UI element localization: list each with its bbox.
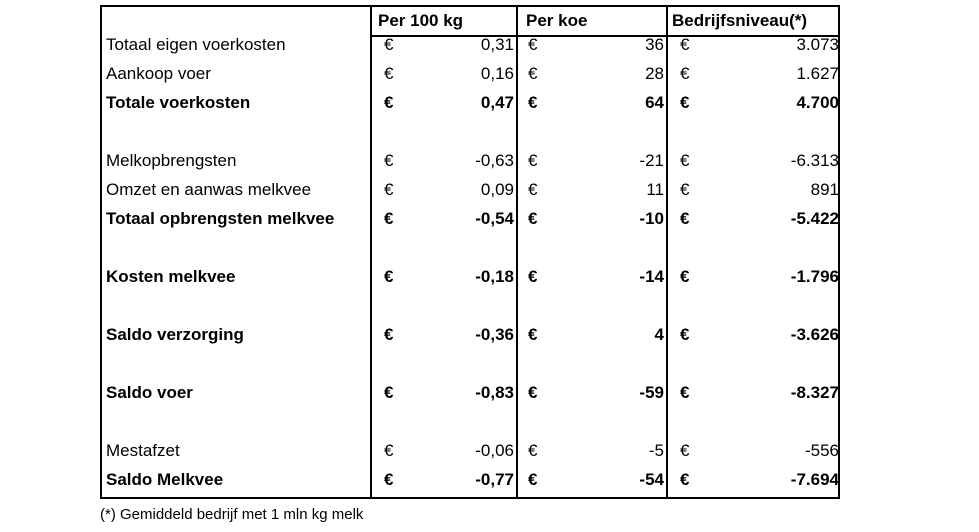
currency-symbol: € bbox=[680, 383, 690, 402]
value-per-koe: 36 bbox=[645, 35, 664, 54]
row-label: Totaal opbrengsten melkvee bbox=[106, 209, 335, 228]
currency-symbol: € bbox=[680, 64, 690, 83]
value-bedrijfsniveau: -6.313 bbox=[790, 151, 839, 170]
value-per-koe: -14 bbox=[639, 267, 664, 286]
currency-symbol: € bbox=[384, 209, 394, 228]
header-divider bbox=[370, 35, 838, 37]
value-bedrijfsniveau: -8.327 bbox=[790, 383, 839, 402]
value-per-koe: -21 bbox=[639, 151, 664, 170]
currency-symbol: € bbox=[528, 441, 538, 460]
table-row: Saldo Melkvee € -0,77 € -54 € -7.694 bbox=[102, 466, 839, 494]
value-bedrijfsniveau: -7.694 bbox=[790, 470, 839, 489]
row-label: Melkopbrengsten bbox=[106, 151, 237, 170]
currency-symbol: € bbox=[528, 267, 538, 286]
table-row: Totaal eigen voerkosten €0,31 €36 €3.073 bbox=[102, 31, 839, 59]
value-per-koe: -59 bbox=[639, 383, 664, 402]
currency-symbol: € bbox=[384, 151, 394, 170]
value-per-koe: 28 bbox=[645, 64, 664, 83]
currency-symbol: € bbox=[528, 470, 538, 489]
value-per-koe: -5 bbox=[648, 441, 664, 460]
value-per-koe: -10 bbox=[639, 209, 664, 228]
currency-symbol: € bbox=[384, 35, 394, 54]
currency-symbol: € bbox=[528, 209, 538, 228]
table-row: Totaal opbrengsten melkvee € -0,54 € -10 € -5.… bbox=[102, 205, 839, 233]
currency-symbol: € bbox=[384, 93, 394, 112]
row-label: Totaal eigen voerkosten bbox=[106, 35, 286, 54]
row-label: Saldo Melkvee bbox=[106, 470, 224, 489]
currency-symbol: € bbox=[384, 64, 394, 83]
currency-symbol: € bbox=[384, 441, 394, 460]
row-label: Omzet en aanwas melkvee bbox=[106, 180, 312, 199]
cost-table: Per 100 kg Per koe Bedrijfsniveau(*) Tot… bbox=[100, 5, 840, 499]
currency-symbol: € bbox=[680, 180, 690, 199]
table-row: Melkopbrengsten € -0,63 € -21 € -6.313 bbox=[102, 147, 839, 175]
value-bedrijfsniveau: 4.700 bbox=[796, 93, 839, 112]
currency-symbol: € bbox=[680, 35, 690, 54]
row-label: Mestafzet bbox=[106, 441, 180, 460]
value-bedrijfsniveau: -5.422 bbox=[790, 209, 839, 228]
value-per-100kg: -0,36 bbox=[475, 325, 514, 344]
column-divider bbox=[516, 7, 518, 497]
value-per-100kg: -0,63 bbox=[475, 151, 514, 170]
table-row: Saldo voer € -0,83 € -59 € -8.327 bbox=[102, 379, 839, 407]
currency-symbol: € bbox=[384, 267, 394, 286]
currency-symbol: € bbox=[680, 209, 690, 228]
value-per-100kg: 0,09 bbox=[480, 180, 514, 199]
currency-symbol: € bbox=[528, 151, 538, 170]
value-bedrijfsniveau: -1.796 bbox=[790, 267, 839, 286]
currency-symbol: € bbox=[528, 180, 538, 199]
currency-symbol: € bbox=[680, 441, 690, 460]
currency-symbol: € bbox=[528, 93, 538, 112]
row-label: Saldo verzorging bbox=[106, 325, 244, 344]
table-row: Saldo verzorging € -0,36 €4 € -3.626 bbox=[102, 321, 839, 349]
currency-symbol: € bbox=[680, 151, 690, 170]
currency-symbol: € bbox=[680, 325, 690, 344]
value-bedrijfsniveau: -3.626 bbox=[790, 325, 839, 344]
column-divider bbox=[666, 7, 668, 497]
row-label: Aankoop voer bbox=[106, 64, 211, 83]
table-row: Kosten melkvee € -0,18 € -14 € -1.796 bbox=[102, 263, 839, 291]
header-bedrijfsniveau: Bedrijfsniveau(*) bbox=[672, 11, 808, 30]
currency-symbol: € bbox=[528, 383, 538, 402]
value-per-100kg: -0,18 bbox=[475, 267, 514, 286]
value-per-100kg: -0,06 bbox=[475, 441, 514, 460]
currency-symbol: € bbox=[528, 325, 538, 344]
value-per-100kg: 0,47 bbox=[480, 93, 514, 112]
value-bedrijfsniveau: 891 bbox=[810, 180, 839, 199]
row-label: Totale voerkosten bbox=[106, 93, 251, 112]
value-bedrijfsniveau: -556 bbox=[804, 441, 839, 460]
value-per-koe: 4 bbox=[654, 325, 664, 344]
currency-symbol: € bbox=[528, 64, 538, 83]
currency-symbol: € bbox=[384, 325, 394, 344]
value-per-100kg: -0,77 bbox=[475, 470, 514, 489]
currency-symbol: € bbox=[528, 35, 538, 54]
currency-symbol: € bbox=[680, 93, 690, 112]
row-label: Saldo voer bbox=[106, 383, 193, 402]
value-per-100kg: 0,16 bbox=[480, 64, 514, 83]
value-per-koe: -54 bbox=[639, 470, 664, 489]
header-per-koe: Per koe bbox=[526, 11, 588, 30]
currency-symbol: € bbox=[680, 267, 690, 286]
value-bedrijfsniveau: 3.073 bbox=[796, 35, 839, 54]
currency-symbol: € bbox=[384, 180, 394, 199]
value-per-koe: 11 bbox=[646, 180, 664, 199]
value-per-100kg: -0,83 bbox=[475, 383, 514, 402]
currency-symbol: € bbox=[384, 470, 394, 489]
column-divider bbox=[370, 7, 372, 497]
footnote: (*) Gemiddeld bedrijf met 1 mln kg melk bbox=[100, 506, 364, 523]
row-label: Kosten melkvee bbox=[106, 267, 236, 286]
value-per-100kg: -0,54 bbox=[475, 209, 514, 228]
table-row: Aankoop voer €0,16 €28 €1.627 bbox=[102, 60, 839, 88]
header-per-100kg: Per 100 kg bbox=[378, 11, 464, 30]
value-bedrijfsniveau: 1.627 bbox=[796, 64, 839, 83]
table-row: Totale voerkosten €0,47 €64 €4.700 bbox=[102, 89, 839, 117]
currency-symbol: € bbox=[680, 470, 690, 489]
value-per-koe: 64 bbox=[645, 93, 664, 112]
value-per-100kg: 0,31 bbox=[480, 35, 514, 54]
currency-symbol: € bbox=[384, 383, 394, 402]
table-row: Omzet en aanwas melkvee €0,09 €11 €891 bbox=[102, 176, 839, 204]
table-row: Mestafzet € -0,06 € -5 € -556 bbox=[102, 437, 839, 465]
